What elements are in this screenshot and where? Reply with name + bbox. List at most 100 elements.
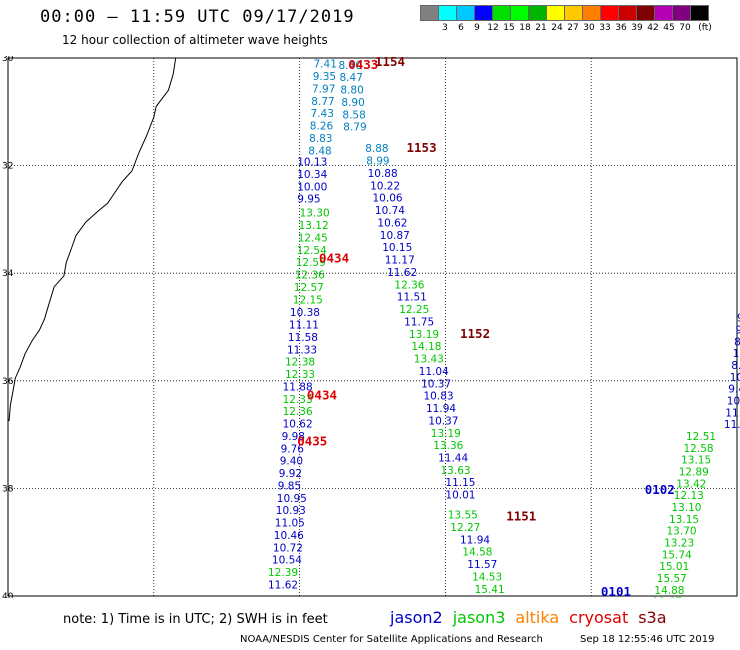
wave-height-label: 10.37 [428,415,458,427]
wave-height-label: 12.57 [294,282,324,294]
map-subtitle: 12 hour collection of altimeter wave hei… [62,33,328,47]
wave-height-label: 11.11 [289,320,319,332]
wave-height-label: 9.35 [313,71,336,83]
pass-time-label: 0102 [645,482,675,497]
legend-swatch [582,5,601,21]
wave-height-label: 13.15 [681,455,711,467]
legend-swatch [420,5,439,21]
wave-height-label: 12.13 [674,490,704,502]
legend-label: 24 [551,23,563,33]
wave-height-label: 13.12 [299,220,329,232]
wave-height-label: 14.58 [462,547,492,559]
wave-height-label: 10.00 [297,181,327,193]
wave-height-label: 11.94 [426,403,456,415]
wave-height-label: 13.70 [667,526,697,538]
wave-height-label: 11.94 [460,534,490,546]
wave-height-label: 10.93 [276,505,306,517]
wave-height-label: 15.57 [657,573,687,585]
legend-label: 36 [615,23,627,33]
wave-height-label: 11.15 [445,477,475,489]
wave-height-label: 11.33 [287,344,317,356]
legend-label: 39 [631,23,643,33]
wave-height-label: 12.38 [285,357,315,369]
wave-height-label: 8.83 [309,133,332,145]
wave-height-label: 13.19 [431,428,461,440]
wave-height-label: 12.59 [296,257,326,269]
wave-height-label: 13.55 [448,510,478,522]
wave-height-label: 7.97 [312,83,335,95]
pass-time-label: 1151 [506,509,536,524]
wave-height-label: 13.42 [676,478,706,490]
wave-height-label: 11.05 [275,518,305,530]
legend-swatch [672,5,691,21]
pass-time-label: 0435 [297,433,327,448]
wave-height-label: 9.40 [280,456,303,468]
wave-height-label: 12.27 [450,522,480,534]
wave-height-label: 10.62 [377,217,407,229]
map-title: 00:00 – 11:59 UTC 09/17/2019 [40,7,355,27]
map-plot: 3032343638401501531561591621658.697.419.… [2,56,740,598]
lat-tick-label: 38 [2,484,14,494]
legend-label: 42 [647,23,659,33]
wave-height-label: 11.44 [438,453,468,465]
wave-height-label: 7.43 [311,108,334,120]
satellite-jason3: jason3 [452,608,506,627]
legend-swatch [690,5,709,21]
wave-height-label: 8.80 [340,85,363,97]
legend-swatch [636,5,655,21]
footer-credit: NOAA/NESDIS Center for Satellite Applica… [240,634,543,645]
wave-height-label: 12.45 [298,233,328,245]
satellite-s3a: s3a [638,608,667,627]
satellite-legend: jason2 jason3 altika cryosat s3a [390,608,677,627]
wave-height-label: 10.72 [273,542,303,554]
wave-height-label: 8.99 [366,156,389,168]
wave-height-label: 10.95 [277,493,307,505]
wave-height-label: 11.51 [397,292,427,304]
footer-timestamp: Sep 18 12:55:46 UTC 2019 [580,634,715,645]
legend-label: 45 [663,23,675,33]
wave-height-label: 8.90 [341,97,364,109]
pass-time-label: 0433 [348,57,378,72]
wave-height-label: 15.01 [659,561,689,573]
color-scale-bar [420,5,709,21]
legend-label: 21 [535,23,547,33]
legend-label: 27 [567,23,579,33]
wave-height-label: 13.63 [441,465,471,477]
wave-height-label: 11.58 [288,332,318,344]
wave-height-label: 12.89 [679,467,709,479]
wave-height-label: 15.41 [475,584,505,596]
wave-height-label: 13.36 [433,440,463,452]
lat-tick-label: 32 [2,162,13,172]
wave-height-label: 9.85 [278,481,301,493]
wave-height-label: 11.03 [725,407,740,419]
legend-swatch [546,5,565,21]
wave-height-label: 13.23 [664,538,694,550]
pass-time-label: 1152 [460,326,490,341]
wave-height-label: 10.87 [380,230,410,242]
wave-height-label: 12.36 [283,406,313,418]
wave-height-label: 10.22 [370,180,400,192]
wave-height-label: 10.68 [730,372,740,384]
wave-height-label: 9.95 [297,194,320,206]
legend-unit: (ft) [698,23,712,33]
color-scale-labels: 3 6 9 12 15 18 21 24 27 30 33 36 39 42 45 70 (ft) [421,21,712,35]
legend-label: 33 [599,23,611,33]
wave-height-label: 15.74 [662,549,692,561]
wave-height-label: 9.46 [728,384,740,396]
wave-height-label: 9.98 [282,431,305,443]
wave-height-label: 8.5 [734,336,740,348]
wave-height-label: 11.04 [419,366,449,378]
satellite-cryosat: cryosat [569,608,629,627]
wave-height-label: 11.62 [268,580,298,592]
wave-height-label: 8.47 [340,72,363,84]
wave-height-label: 10.88 [368,168,398,180]
wave-height-label: 11.62 [387,267,417,279]
wave-height-label: 8.69 [314,56,337,58]
pass-time-label: 0432 [348,56,378,58]
wave-height-label: 8.26 [310,121,334,133]
lat-tick-label: 30 [2,56,14,64]
wave-height-label: 10.37 [421,378,451,390]
wave-height-label: 10.83 [424,391,454,403]
coastline [8,57,177,422]
